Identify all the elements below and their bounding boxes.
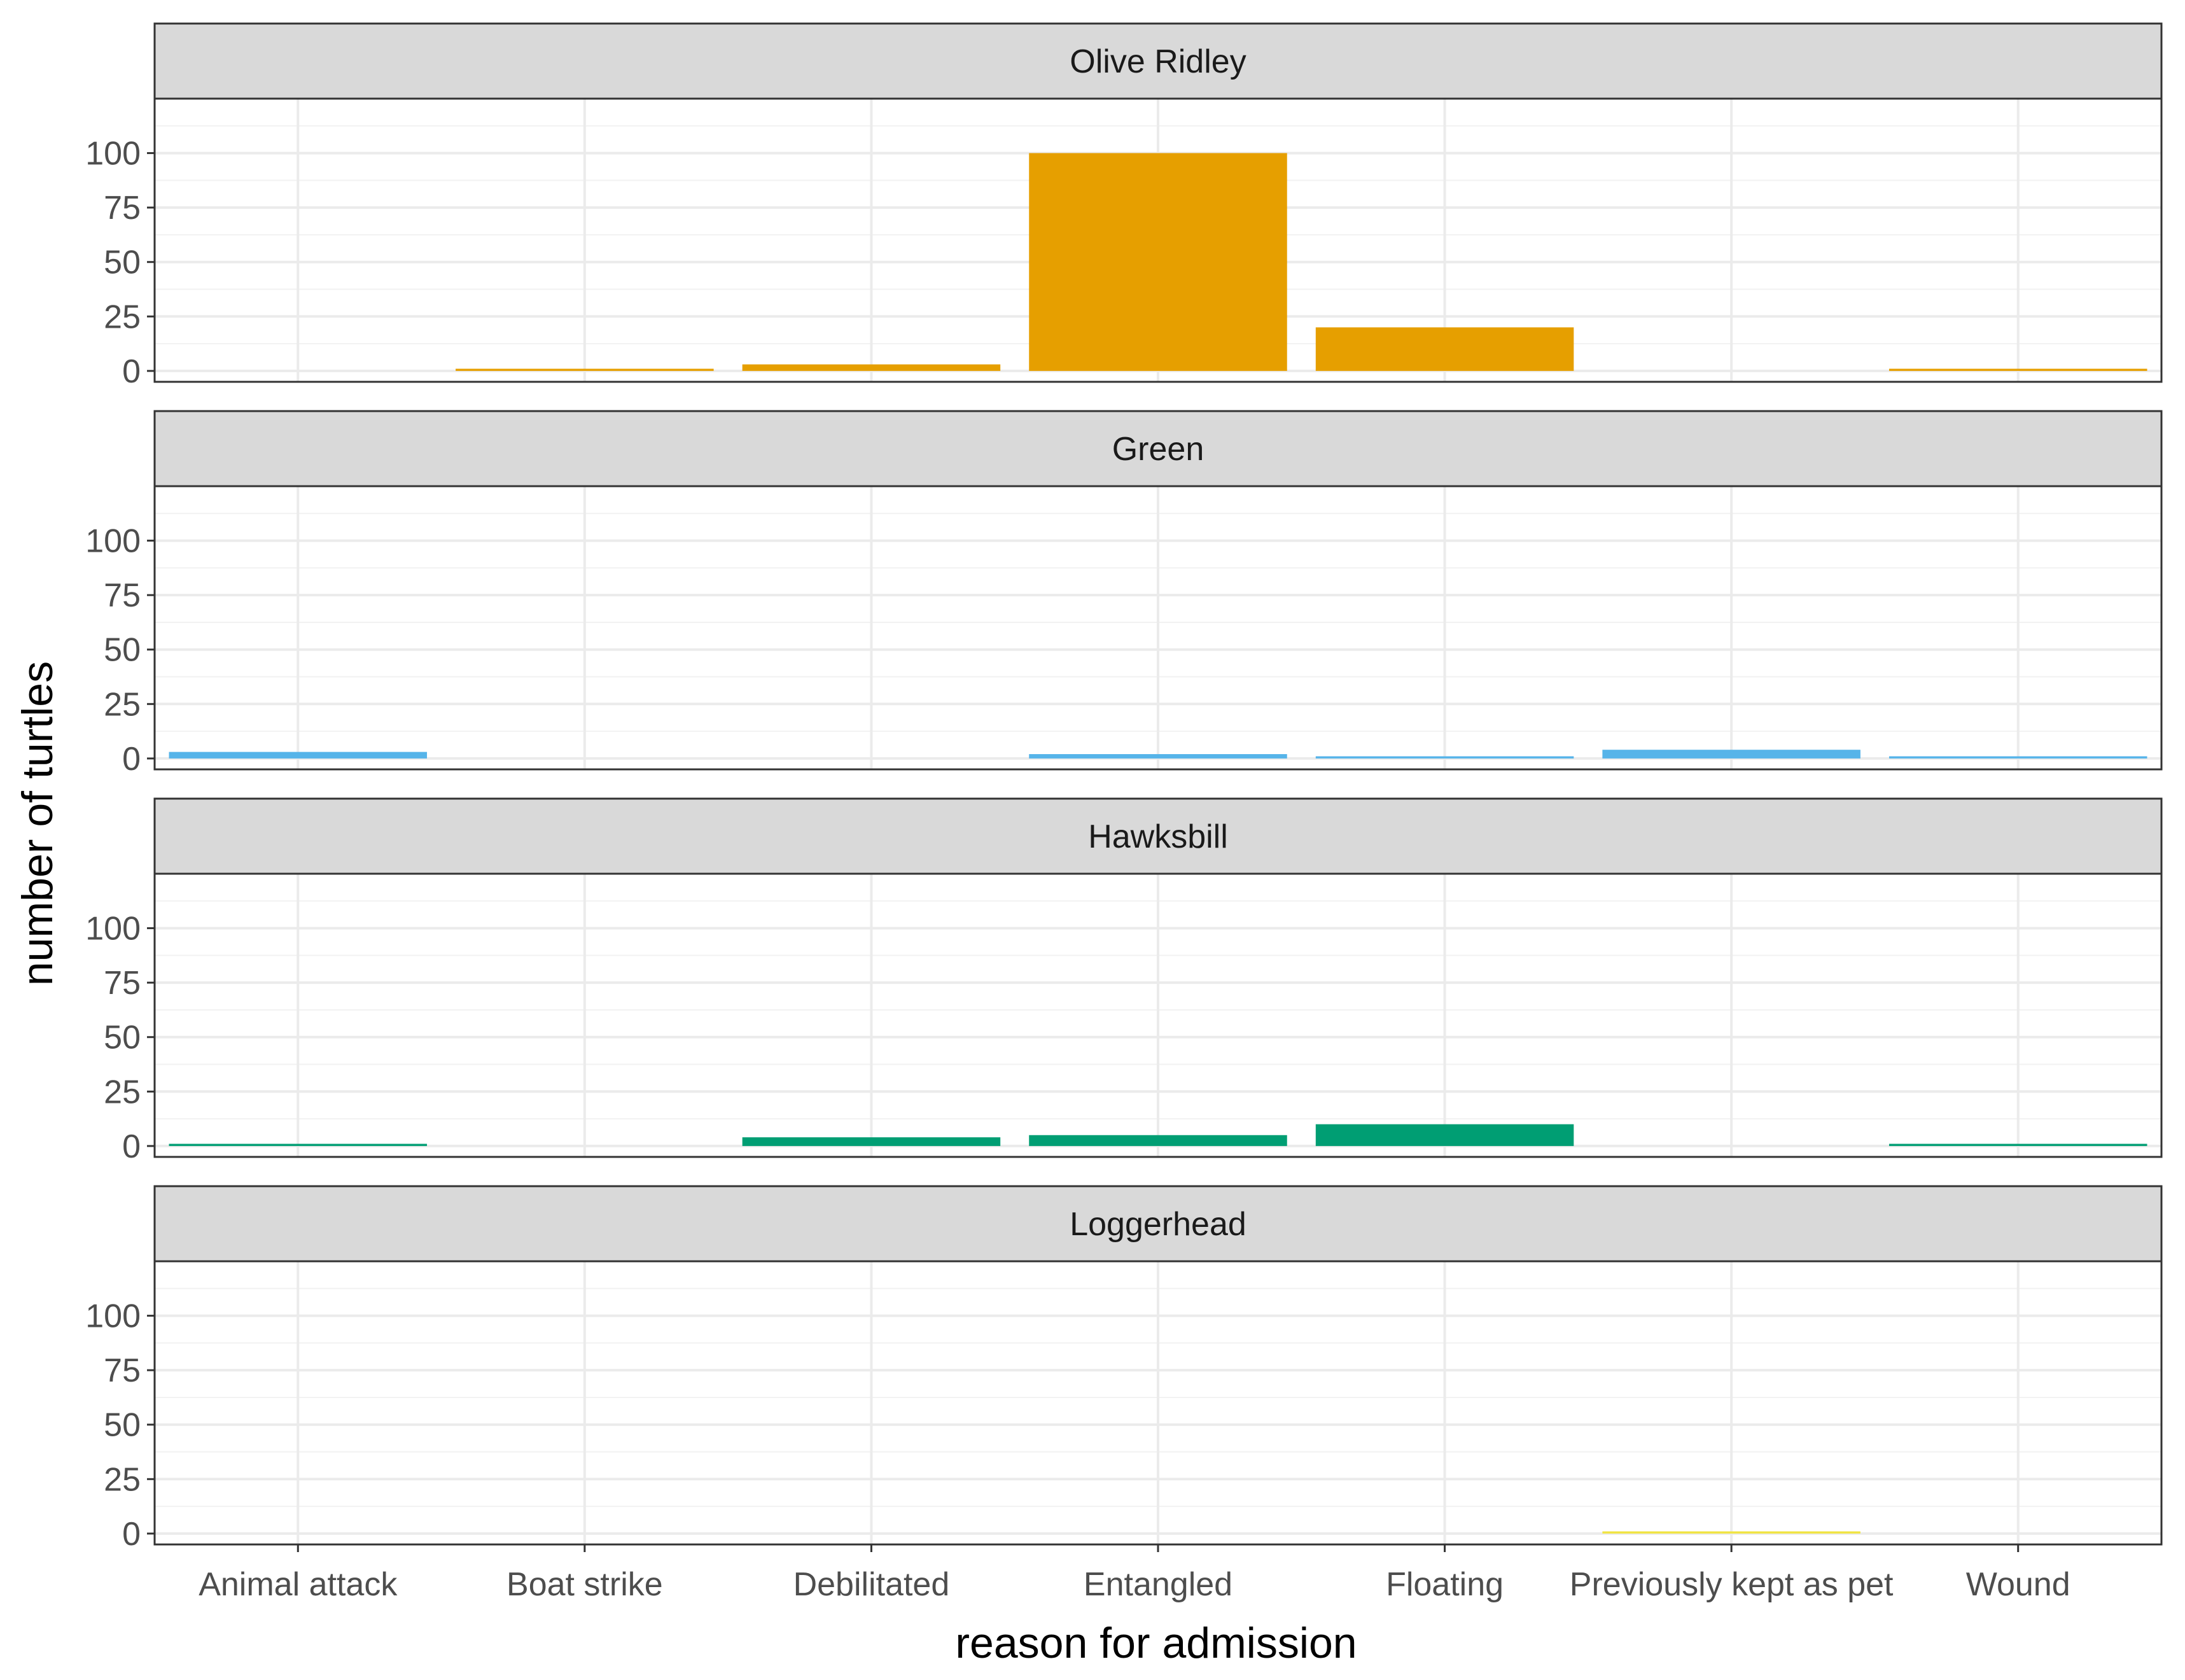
bar-previously-kept-as-pet	[1602, 750, 1860, 759]
bar-wound	[1888, 1144, 2147, 1146]
bar-entangled	[1029, 754, 1287, 759]
y-tick-label: 50	[104, 244, 141, 281]
y-tick-label: 100	[85, 1298, 141, 1335]
y-tick-label: 100	[85, 911, 141, 948]
bar-debilitated	[742, 1137, 1001, 1146]
facet-strip-label: Hawksbill	[1088, 818, 1228, 855]
bar-debilitated	[742, 364, 1001, 371]
bar-wound	[1888, 756, 2147, 759]
x-tick-label: Debilitated	[793, 1566, 950, 1603]
y-axis-title: number of turtles	[13, 661, 62, 986]
facet-strip-label: Olive Ridley	[1070, 43, 1246, 80]
y-tick-label: 75	[104, 965, 141, 1002]
facet-olive-ridley: Olive Ridley 0 25 50 75 100	[85, 22, 2163, 390]
x-tick-label: Previously kept as pet	[1570, 1566, 1894, 1603]
facet-loggerhead: Loggerhead 0 25 50 75 100	[85, 1185, 2163, 1553]
bar-entangled	[1029, 1135, 1287, 1146]
y-tick-label: 25	[104, 1074, 141, 1110]
facet-hawksbill: Hawksbill 0 25 50 75 100	[85, 797, 2163, 1165]
x-axis-tick-labels: Animal attack Boat strike Debilitated Entan…	[199, 1544, 2070, 1603]
y-tick-label: 100	[85, 523, 141, 560]
x-axis-title: reason for admission	[955, 1619, 1357, 1667]
x-tick-label: Entangled	[1084, 1566, 1232, 1603]
y-tick-label: 25	[104, 298, 141, 335]
x-tick-label: Boat strike	[506, 1566, 663, 1603]
panel-border	[153, 485, 2163, 771]
y-tick-label: 100	[85, 136, 141, 172]
facet-strip	[153, 797, 2163, 875]
y-tick-label: 50	[104, 1019, 141, 1056]
panel-border	[153, 97, 2163, 383]
x-tick-label: Wound	[1966, 1566, 2070, 1603]
x-tick-label: Floating	[1386, 1566, 1504, 1603]
bar-boat-strike	[456, 368, 714, 371]
y-tick-label: 75	[104, 190, 141, 227]
y-tick-label: 0	[122, 353, 141, 390]
y-tick-label: 75	[104, 1352, 141, 1389]
bar-floating	[1315, 756, 1574, 759]
facet-strip	[153, 410, 2163, 487]
y-tick-label: 0	[122, 1128, 141, 1165]
bar-wound	[1888, 368, 2147, 371]
bar-previously-kept-as-pet	[1602, 1531, 1860, 1534]
facet-strip-label: Green	[1112, 431, 1204, 468]
y-tick-label: 25	[104, 686, 141, 723]
y-tick-label: 0	[122, 741, 141, 778]
bar-floating	[1315, 1124, 1574, 1146]
panel-border	[153, 872, 2163, 1158]
facet-strip	[153, 1185, 2163, 1263]
facet-strip-label: Loggerhead	[1070, 1206, 1246, 1243]
facet-strip	[153, 22, 2163, 100]
y-tick-label: 25	[104, 1461, 141, 1498]
bar-floating	[1315, 327, 1574, 371]
facet-green: Green 0 25 50 75 100	[85, 410, 2163, 778]
y-tick-label: 75	[104, 577, 141, 614]
y-tick-label: 50	[104, 1407, 141, 1444]
facet-panels: Olive Ridley0255075100Green0255075100Haw…	[85, 22, 2163, 1553]
bar-entangled	[1029, 153, 1287, 371]
bar-animal-attack	[169, 1144, 428, 1146]
y-tick-label: 50	[104, 632, 141, 669]
bar-animal-attack	[169, 752, 428, 759]
x-tick-label: Animal attack	[199, 1566, 398, 1603]
y-tick-label: 0	[122, 1516, 141, 1553]
